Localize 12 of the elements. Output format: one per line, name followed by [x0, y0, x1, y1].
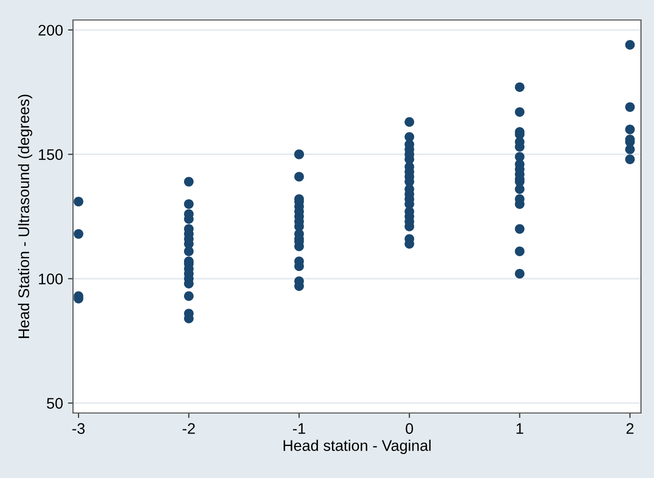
x-tick-label: -1: [292, 423, 306, 434]
x-tick-label: 1: [516, 423, 524, 434]
y-axis-title: Head Station - Ultrasound (degrees): [18, 94, 32, 338]
x-tick-label: 2: [626, 423, 634, 434]
x-tick-label: -3: [72, 423, 85, 434]
y-tick-label: 150: [38, 149, 63, 160]
y-tick-label: 100: [38, 274, 63, 284]
x-tick-label: 0: [406, 423, 414, 434]
y-tick-label: 200: [38, 24, 63, 36]
y-tick-label: 50: [46, 398, 63, 409]
x-axis-title: Head station - Vaginal: [284, 440, 431, 454]
x-tick-label: -2: [182, 423, 195, 434]
